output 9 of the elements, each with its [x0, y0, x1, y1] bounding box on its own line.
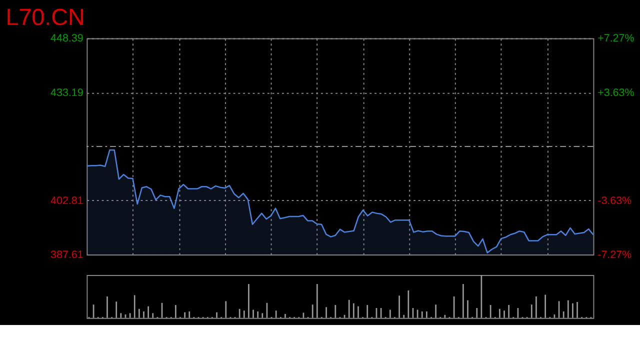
y2-tick-label: +7.27%: [598, 32, 635, 45]
y-tick-label: 387.61: [50, 248, 84, 261]
y2-tick-label: -3.63%: [598, 194, 632, 207]
y-tick-label: 433.19: [50, 86, 84, 99]
y2-tick-label: +3.63%: [598, 86, 635, 99]
y-tick-label: 448.39: [50, 32, 84, 45]
y-tick-label: 402.81: [50, 194, 84, 207]
chart-title: L70.CN: [6, 4, 85, 30]
y2-tick-label: -7.27%: [598, 248, 632, 261]
